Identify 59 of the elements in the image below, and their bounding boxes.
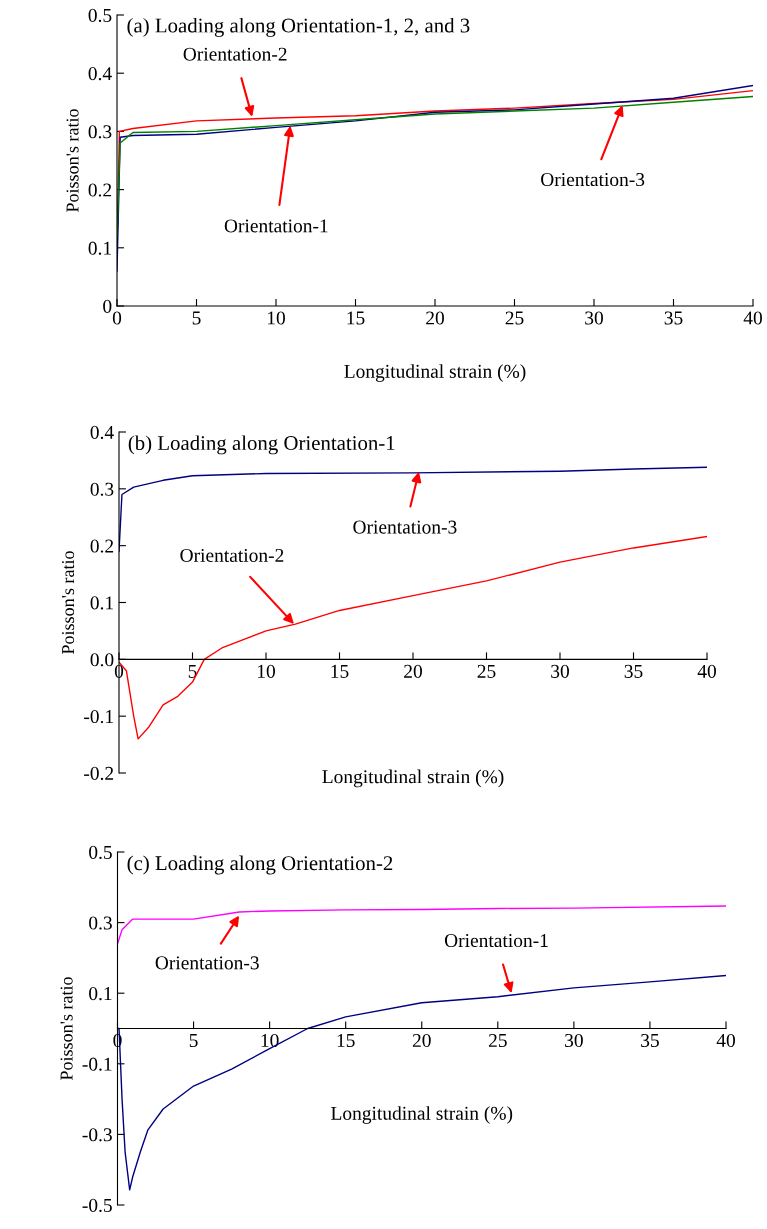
y-tick-label: -0.1 (84, 709, 113, 724)
y-tick-label: 0.4 (90, 425, 114, 440)
y-tick-label: -0.5 (82, 1198, 112, 1213)
y-tick-label: 0 (103, 299, 112, 313)
x-tick-label: 30 (565, 1033, 583, 1048)
x-tick-label: 15 (331, 664, 349, 678)
y-tick-label: -0.2 (84, 766, 114, 781)
x-tick-label: 5 (192, 311, 201, 325)
x-tick-label: 40 (716, 1033, 735, 1048)
x-tick-label: 35 (624, 664, 643, 678)
x-axis-title: Longitudinal strain (%) (344, 364, 526, 382)
y-tick-label: 0.3 (88, 125, 112, 139)
x-tick-label: 10 (257, 664, 275, 678)
y-tick-label: 0.4 (88, 67, 112, 81)
y-tick-label: 0.2 (88, 183, 112, 197)
x-tick-label: 30 (585, 311, 603, 325)
line-series (117, 905, 726, 945)
annotation: Orientation-3 (155, 956, 259, 970)
y-tick-label: -0.3 (82, 1128, 112, 1142)
chart-title: (a) Loading along Orientation-1, 2, and 3 (127, 17, 470, 37)
x-tick-label: 20 (404, 664, 422, 678)
y-tick-label: 0.0 (90, 653, 114, 667)
annotation: Orientation-3 (353, 520, 457, 534)
annotation: Orientation-2 (180, 548, 284, 562)
x-tick-label: 15 (347, 311, 365, 325)
y-tick-label: 0.5 (89, 845, 112, 860)
x-tick-label: 35 (664, 311, 683, 325)
x-tick-label: 30 (551, 664, 569, 678)
annotation: Orientation-2 (183, 47, 287, 61)
x-tick-label: 20 (426, 311, 444, 325)
x-tick-label: 15 (337, 1034, 355, 1048)
x-tick-label: 20 (412, 1033, 431, 1048)
x-tick-label: 5 (189, 1034, 198, 1048)
x-tick-label: 10 (261, 1033, 279, 1048)
x-axis-title: Longitudinal strain (%) (322, 769, 504, 788)
annotation: Orientation-3 (541, 173, 645, 187)
chart-title: (c) Loading along Orientation-2 (127, 855, 393, 875)
y-tick-label: 0.1 (89, 987, 112, 1001)
y-tick-label: -0.1 (82, 1057, 112, 1071)
annotation: Orientation-1 (444, 934, 548, 948)
x-tick-label: 10 (267, 311, 285, 325)
x-tick-label: 25 (477, 664, 496, 678)
chart-title: (b) Loading along Orientation-1 (128, 435, 395, 455)
x-tick-label: 40 (697, 664, 716, 678)
x-tick-label: 35 (641, 1033, 659, 1048)
x-axis-title: Longitudinal strain (%) (331, 1106, 513, 1124)
y-tick-label: 0.3 (90, 482, 114, 496)
x-tick-label: 25 (488, 1033, 507, 1048)
x-tick-label: 25 (505, 311, 524, 325)
y-tick-label: 0.1 (90, 596, 113, 610)
y-axis-title: Poisson's ratio (66, 109, 79, 213)
y-axis-title: Poisson's ratio (60, 977, 73, 1081)
y-tick-label: 0.1 (88, 241, 111, 255)
y-axis-title: Poisson's ratio (62, 551, 75, 655)
annotation: Orientation-1 (224, 219, 328, 233)
y-tick-label: 0.2 (90, 539, 114, 553)
y-tick-label: 0.3 (89, 916, 112, 930)
y-tick-label: 0.5 (88, 8, 112, 23)
x-tick-label: 40 (743, 311, 762, 325)
